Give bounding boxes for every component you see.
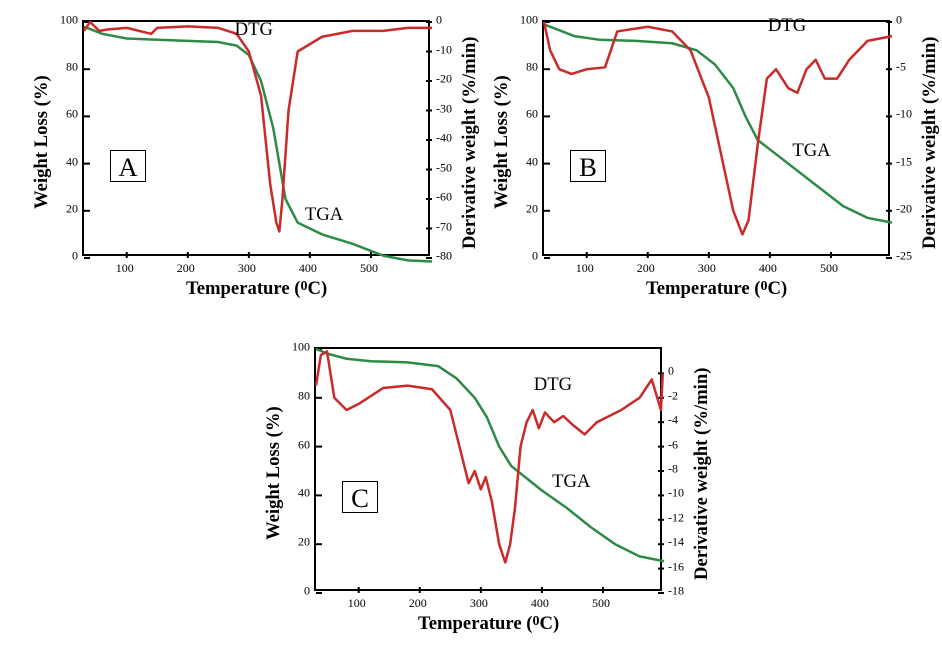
panel-letter: A (110, 150, 146, 182)
y-right-tick-label: -10 (896, 107, 912, 122)
dtg-series-label: DTG (768, 15, 806, 37)
y-right-tick-label: -70 (436, 219, 452, 234)
x-tick-label: 100 (348, 596, 366, 611)
tga-line (84, 27, 432, 262)
y-right-tick-label: -6 (668, 437, 678, 452)
chart-svg-c (316, 349, 664, 593)
tga-series-label: TGA (305, 204, 343, 226)
tga-dtg-panel-b: 1002003004005000204060801000-5-10-15-20-… (480, 8, 930, 298)
x-tick-label: 500 (360, 261, 378, 276)
x-tick-label: 300 (698, 261, 716, 276)
tga-dtg-panel-a: 1002003004005000204060801000-10-20-30-40… (20, 8, 470, 298)
y-right-tick-label: 0 (436, 13, 442, 28)
y-right-tick-label: -20 (896, 201, 912, 216)
y-right-tick-label: -25 (896, 249, 912, 264)
y-left-tick-label: 100 (280, 340, 310, 355)
panel-letter: B (570, 150, 606, 182)
plot-area-b (542, 20, 890, 256)
x-tick-label: 100 (116, 261, 134, 276)
tga-dtg-panel-c: 1002003004005000204060801000-2-4-6-8-10-… (252, 335, 702, 635)
x-tick-label: 100 (576, 261, 594, 276)
tga-line (316, 349, 664, 561)
x-tick-label: 300 (238, 261, 256, 276)
x-axis-label: Temperature (0C) (418, 613, 559, 635)
y-right-tick-label: -18 (668, 584, 684, 599)
y-left-tick-label: 100 (508, 13, 538, 28)
y-right-tick-label: -30 (436, 101, 452, 116)
tga-line (544, 24, 892, 222)
y-right-axis-label: Derivative weight (%/min) (919, 29, 941, 249)
y-left-tick-label: 0 (280, 584, 310, 599)
x-tick-label: 400 (759, 261, 777, 276)
tga-series-label: TGA (792, 140, 830, 162)
y-left-axis-label: Weight Loss (%) (263, 400, 285, 540)
y-right-tick-label: -2 (668, 388, 678, 403)
x-tick-label: 200 (637, 261, 655, 276)
panel-letter: C (342, 481, 378, 513)
tga-series-label: TGA (552, 471, 590, 493)
x-tick-label: 400 (531, 596, 549, 611)
y-right-tick-label: 0 (668, 364, 674, 379)
y-right-tick-label: -15 (896, 154, 912, 169)
y-right-tick-label: 0 (896, 13, 902, 28)
y-right-tick-label: -5 (896, 60, 906, 75)
dtg-line (316, 351, 663, 562)
x-axis-label: Temperature (0C) (646, 278, 787, 300)
x-tick-label: 400 (299, 261, 317, 276)
y-right-tick-label: -16 (668, 559, 684, 574)
y-right-tick-label: -80 (436, 249, 452, 264)
y-left-tick-label: 0 (508, 249, 538, 264)
plot-area-c (314, 347, 662, 591)
y-left-tick-label: 0 (48, 249, 78, 264)
x-axis-label: Temperature (0C) (186, 278, 327, 300)
x-tick-label: 200 (409, 596, 427, 611)
y-right-tick-label: -4 (668, 413, 678, 428)
y-right-tick-label: -20 (436, 72, 452, 87)
y-left-axis-label: Weight Loss (%) (31, 69, 53, 209)
y-right-axis-label: Derivative weight (%/min) (459, 29, 481, 249)
y-right-tick-label: -60 (436, 190, 452, 205)
y-left-axis-label: Weight Loss (%) (491, 69, 513, 209)
x-tick-label: 500 (592, 596, 610, 611)
plot-area-a (82, 20, 430, 256)
chart-svg-a (84, 22, 432, 258)
y-right-axis-label: Derivative weight (%/min) (691, 360, 713, 580)
y-right-tick-label: -8 (668, 462, 678, 477)
y-right-tick-label: -12 (668, 510, 684, 525)
chart-svg-b (544, 22, 892, 258)
y-right-tick-label: -50 (436, 160, 452, 175)
y-right-tick-label: -40 (436, 131, 452, 146)
x-tick-label: 200 (177, 261, 195, 276)
y-right-tick-label: -10 (436, 42, 452, 57)
x-tick-label: 300 (470, 596, 488, 611)
y-right-tick-label: -10 (668, 486, 684, 501)
y-right-tick-label: -14 (668, 535, 684, 550)
x-tick-label: 500 (820, 261, 838, 276)
dtg-series-label: DTG (235, 19, 273, 41)
dtg-series-label: DTG (534, 374, 572, 396)
y-left-tick-label: 100 (48, 13, 78, 28)
dtg-line (84, 22, 432, 231)
